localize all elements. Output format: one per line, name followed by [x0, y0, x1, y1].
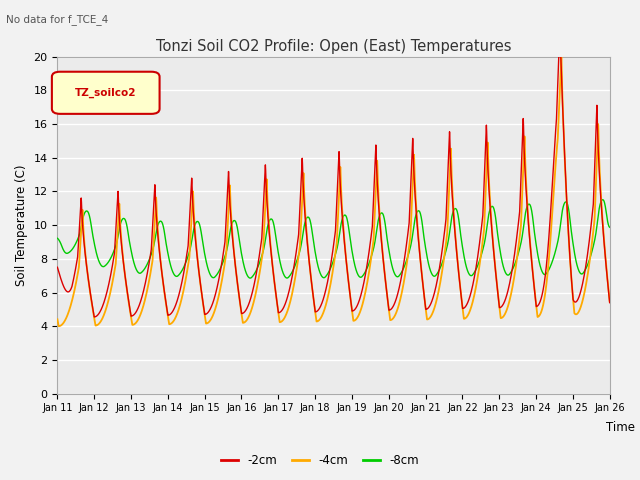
- Legend: -2cm, -4cm, -8cm: -2cm, -4cm, -8cm: [216, 449, 424, 472]
- Text: TZ_soilco2: TZ_soilco2: [75, 88, 136, 98]
- Text: No data for f_TCE_4: No data for f_TCE_4: [6, 14, 109, 25]
- X-axis label: Time: Time: [606, 420, 636, 433]
- FancyBboxPatch shape: [52, 72, 159, 114]
- Title: Tonzi Soil CO2 Profile: Open (East) Temperatures: Tonzi Soil CO2 Profile: Open (East) Temp…: [156, 39, 511, 54]
- Y-axis label: Soil Temperature (C): Soil Temperature (C): [15, 164, 28, 286]
